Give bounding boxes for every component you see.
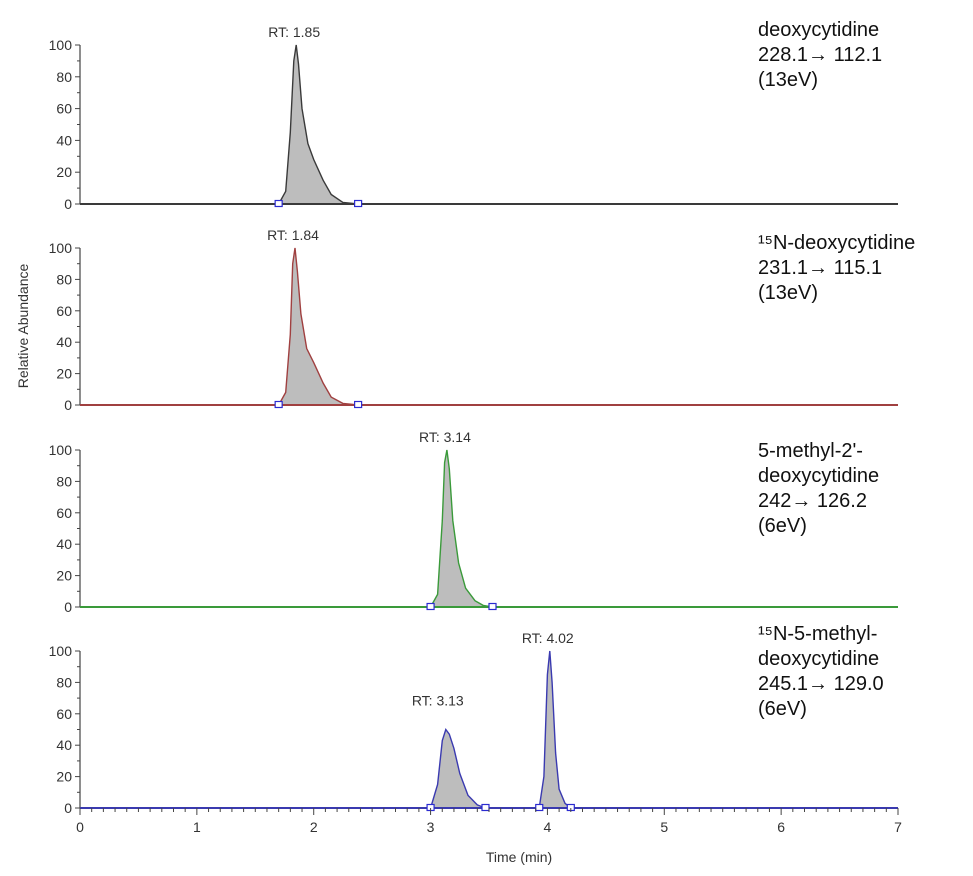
y-tick-label: 100 (49, 643, 73, 659)
baseline-marker (354, 199, 363, 208)
x-tick-label: 6 (777, 819, 785, 835)
peak-trace-1 (278, 44, 359, 205)
annotation-panel-3: 5-methyl-2'- deoxycytidine 242→ 126.2 (6… (758, 439, 879, 539)
y-tick-label: 0 (64, 800, 72, 816)
chromatogram-panel-2: 0 20 40 60 80 100 RT: 1.84 (49, 227, 898, 413)
y-tick-label: 80 (56, 271, 72, 287)
chromatogram-panel-1: 0 20 40 60 80 100 RT: 1.85 (49, 24, 898, 212)
x-tick-label: 1 (193, 819, 201, 835)
annotation-transition: 245.1→ 129.0 (758, 673, 884, 695)
y-tick-label: 60 (56, 303, 72, 319)
annotation-energy: (13eV) (758, 69, 819, 91)
annotation-transition: 228.1→ 112.1 (758, 44, 883, 66)
x-tick-label: 4 (544, 819, 552, 835)
x-tick-label: 0 (76, 819, 84, 835)
annotation-transition: 231.1→ 115.1 (758, 257, 883, 279)
y-tick-label: 0 (64, 397, 72, 413)
y-tick-label: 40 (56, 132, 72, 148)
y-tick-label: 40 (56, 737, 72, 753)
annotation-compound-line2: deoxycytidine (758, 465, 880, 487)
chromatogram-panel-4: 0 20 40 60 80 100 RT: 3.13 RT: 4.02 (49, 630, 898, 816)
rt-label: RT: 1.85 (268, 24, 320, 40)
annotation-panel-1: deoxycytidine 228.1→ 112.1 (13eV) (758, 18, 882, 93)
y-tick-label: 100 (49, 442, 73, 458)
y-tick-label: 40 (56, 536, 72, 552)
x-tick-label: 5 (660, 819, 668, 835)
x-axis-title: Time (min) (486, 849, 552, 865)
y-tick-label: 60 (56, 101, 72, 117)
y-axis-title: Relative Abundance (15, 264, 31, 389)
annotation-panel-2: ¹⁵N-deoxycytidine 231.1→ 115.1 (13eV) (758, 231, 915, 306)
y-tick-label: 60 (56, 706, 72, 722)
rt-label: RT: 1.84 (267, 227, 319, 243)
x-tick-label: 2 (310, 819, 318, 835)
annotation-energy: (6eV) (758, 698, 807, 720)
annotation-transition: 242→ 126.2 (758, 490, 867, 512)
peak-trace-1 (278, 247, 359, 406)
baseline-marker (274, 400, 283, 409)
annotation-compound-line2: deoxycytidine (758, 648, 880, 670)
y-tick-label: 20 (56, 366, 72, 382)
peak-area-1 (278, 45, 359, 204)
y-tick-label: 100 (49, 37, 73, 53)
chromatogram-panel-3: 0 20 40 60 80 100 RT: 3.14 (49, 429, 898, 615)
baseline-marker (488, 602, 497, 611)
x-tick-label: 3 (427, 819, 435, 835)
baseline-marker (426, 602, 435, 611)
y-tick-label: 80 (56, 473, 72, 489)
baseline-marker (481, 803, 490, 812)
annotation-compound: deoxycytidine (758, 19, 880, 41)
annotation-compound-line1: 5-methyl-2'- (758, 440, 863, 462)
rt-label: RT: 3.13 (412, 693, 464, 709)
y-tick-label: 20 (56, 568, 72, 584)
y-tick-label: 0 (64, 196, 72, 212)
y-tick-label: 20 (56, 164, 72, 180)
y-tick-label: 100 (49, 240, 73, 256)
annotation-energy: (13eV) (758, 282, 819, 304)
baseline-marker (354, 400, 363, 409)
y-tick-label: 80 (56, 674, 72, 690)
peak-area-1 (430, 450, 493, 607)
annotation-panel-4: ¹⁵N-5-methyl- deoxycytidine 245.1→ 129.0… (758, 622, 884, 722)
peak-trace-1 (429, 727, 486, 809)
y-tick-label: 60 (56, 505, 72, 521)
x-tick-label: 7 (894, 819, 902, 835)
y-tick-label: 0 (64, 599, 72, 615)
y-tick-label: 20 (56, 769, 72, 785)
y-tick-label: 40 (56, 334, 72, 350)
peak-trace-2 (538, 650, 572, 809)
rt-label: RT: 3.14 (419, 429, 471, 445)
y-tick-label: 80 (56, 69, 72, 85)
baseline-marker (274, 199, 283, 208)
peak-trace-1 (429, 449, 493, 608)
annotation-compound-line1: ¹⁵N-5-methyl- (758, 623, 878, 645)
rt-label: RT: 4.02 (522, 630, 574, 646)
annotation-energy: (6eV) (758, 515, 807, 537)
baseline-marker (535, 803, 544, 812)
annotation-compound: ¹⁵N-deoxycytidine (758, 232, 916, 254)
